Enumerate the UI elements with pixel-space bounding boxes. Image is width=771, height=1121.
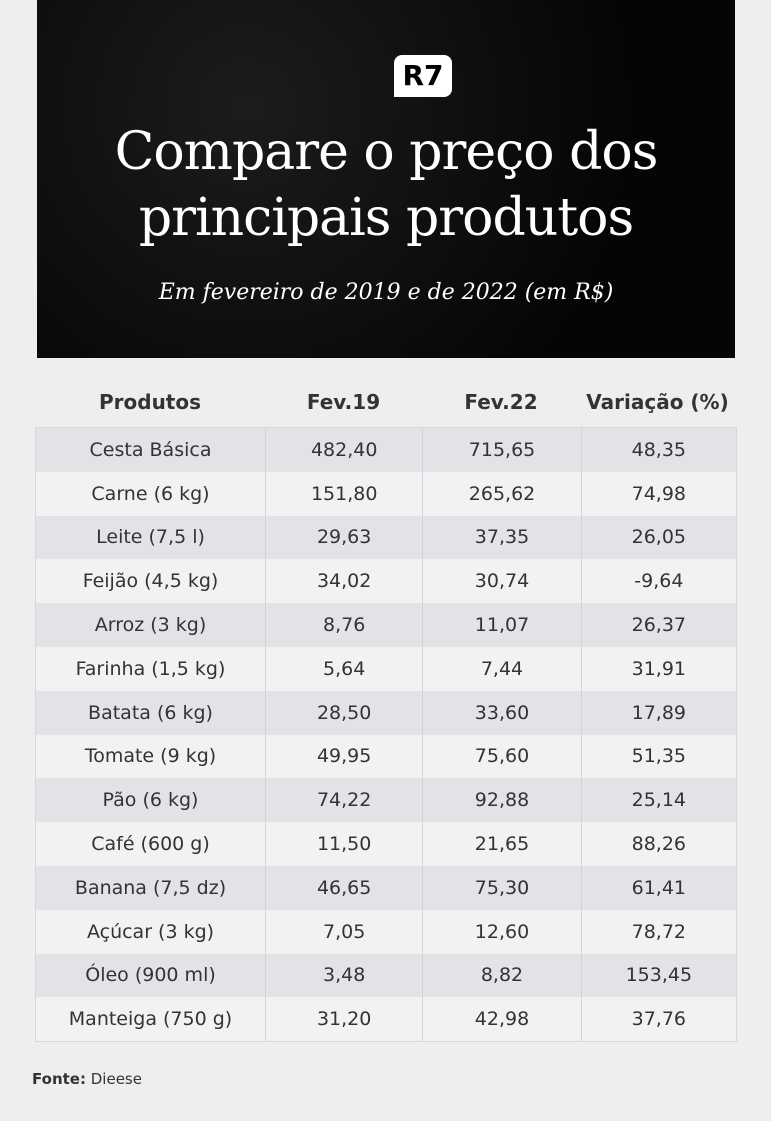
table-row: Farinha (1,5 kg) 5,64 7,44 31,91 bbox=[36, 646, 736, 691]
table-cell: 88,26 bbox=[580, 822, 736, 866]
table-cell: 92,88 bbox=[422, 778, 580, 823]
table-cell: 7,44 bbox=[422, 646, 580, 691]
table-cell: 42,98 bbox=[422, 997, 580, 1042]
table-cell: 75,60 bbox=[422, 734, 580, 779]
source-value: Dieese bbox=[90, 1070, 142, 1088]
column-header: Produtos bbox=[98, 390, 202, 414]
table-cell: 7,05 bbox=[265, 909, 422, 954]
table-cell: 75,30 bbox=[422, 865, 580, 910]
column-header: Variação (%) bbox=[586, 390, 729, 414]
table-cell: Tomate (9 kg) bbox=[84, 745, 217, 768]
table-cell: 31,20 bbox=[265, 997, 422, 1042]
table-cell: Farinha (1,5 kg) bbox=[75, 657, 226, 680]
table-row: Leite (7,5 l) 29,63 37,35 26,05 bbox=[36, 515, 736, 560]
table-cell: 21,65 bbox=[422, 822, 580, 866]
table-cell: Batata (6 kg) bbox=[88, 701, 213, 724]
table-cell: Feijão (4,5 kg) bbox=[82, 570, 219, 593]
table-cell: 715,65 bbox=[422, 428, 580, 472]
table-cell: Pão (6 kg) bbox=[102, 789, 199, 812]
table-cell: 153,45 bbox=[580, 953, 736, 998]
table-row: Batata (6 kg) 28,50 33,60 17,89 bbox=[36, 690, 736, 735]
table-row: Pão (6 kg) 74,22 92,88 25,14 bbox=[36, 778, 736, 823]
table-cell: 46,65 bbox=[265, 865, 422, 910]
table-header: Produtos Fev.19 Fev.22 Variação (%) bbox=[35, 384, 735, 420]
table-cell: 31,91 bbox=[580, 646, 736, 691]
table-cell: Arroz (3 kg) bbox=[94, 614, 207, 637]
table-cell: 8,82 bbox=[422, 953, 580, 998]
table-cell: 17,89 bbox=[580, 690, 736, 735]
table-cell: 61,41 bbox=[580, 865, 736, 910]
table-row: Óleo (900 ml) 3,48 8,82 153,45 bbox=[36, 953, 736, 998]
table-cell: 151,80 bbox=[265, 471, 422, 516]
table-cell: 33,60 bbox=[422, 690, 580, 735]
table-cell: 37,76 bbox=[580, 997, 736, 1042]
table-row: Café (600 g) 11,50 21,65 88,26 bbox=[36, 822, 736, 866]
table-row: Açúcar (3 kg) 7,05 12,60 78,72 bbox=[36, 909, 736, 954]
table-cell: 48,35 bbox=[580, 428, 736, 472]
table-cell: 28,50 bbox=[265, 690, 422, 735]
title-line: principais produtos bbox=[138, 188, 634, 248]
table-cell: 30,74 bbox=[422, 559, 580, 604]
source-label: Fonte: bbox=[32, 1070, 86, 1088]
table-cell: Cesta Básica bbox=[89, 438, 212, 461]
table-row: Manteiga (750 g) 31,20 42,98 37,76 bbox=[36, 997, 736, 1042]
table-row: Carne (6 kg) 151,80 265,62 74,98 bbox=[36, 471, 736, 516]
column-header: Fev.19 bbox=[306, 390, 381, 414]
table-body: Cesta Básica 482,40 715,65 48,35 Carne (6 kg… bbox=[35, 427, 737, 1043]
table-cell: 26,05 bbox=[580, 515, 736, 560]
table-row: Cesta Básica 482,40 715,65 48,35 bbox=[36, 428, 736, 472]
table-row: Arroz (3 kg) 8,76 11,07 26,37 bbox=[36, 603, 736, 647]
table-cell: 11,50 bbox=[265, 822, 422, 866]
table-cell: 5,64 bbox=[265, 646, 422, 691]
table-cell: 74,98 bbox=[580, 471, 736, 516]
table-cell: 78,72 bbox=[580, 909, 736, 954]
table-cell: 265,62 bbox=[422, 471, 580, 516]
table-cell: Banana (7,5 dz) bbox=[74, 876, 227, 899]
table-cell: 11,07 bbox=[422, 603, 580, 647]
table-cell: Óleo (900 ml) bbox=[85, 964, 216, 987]
table-cell: 37,35 bbox=[422, 515, 580, 560]
table-cell: 3,48 bbox=[265, 953, 422, 998]
table-cell: 482,40 bbox=[265, 428, 422, 472]
table-cell: Manteiga (750 g) bbox=[68, 1008, 233, 1031]
header: R7 Compare o preço dos principais produt… bbox=[37, 0, 735, 358]
table-cell: 26,37 bbox=[580, 603, 736, 647]
source: Fonte: Dieese bbox=[32, 1070, 142, 1088]
table-cell: 49,95 bbox=[265, 734, 422, 779]
table-cell: Leite (7,5 l) bbox=[96, 526, 205, 549]
table-cell: Açúcar (3 kg) bbox=[86, 920, 215, 943]
table-cell: 34,02 bbox=[265, 559, 422, 604]
table-cell: -9,64 bbox=[580, 559, 736, 604]
title-line: Compare o preço dos bbox=[114, 122, 659, 182]
table-cell: Carne (6 kg) bbox=[91, 482, 210, 505]
table-cell: 29,63 bbox=[265, 515, 422, 560]
table-cell: 12,60 bbox=[422, 909, 580, 954]
column-header: Fev.22 bbox=[464, 390, 538, 414]
table-cell: 8,76 bbox=[265, 603, 422, 647]
table-cell: 51,35 bbox=[580, 734, 736, 779]
table-row: Feijão (4,5 kg) 34,02 30,74 -9,64 bbox=[36, 559, 736, 604]
table-row: Tomate (9 kg) 49,95 75,60 51,35 bbox=[36, 734, 736, 779]
table-row: Banana (7,5 dz) 46,65 75,30 61,41 bbox=[36, 865, 736, 910]
table-cell: Café (600 g) bbox=[91, 833, 210, 856]
subtitle: Em fevereiro de 2019 e de 2022 (em R$) bbox=[158, 280, 614, 305]
table-cell: 25,14 bbox=[580, 778, 736, 823]
table-cell: 74,22 bbox=[265, 778, 422, 823]
logo: R7 bbox=[394, 55, 452, 97]
